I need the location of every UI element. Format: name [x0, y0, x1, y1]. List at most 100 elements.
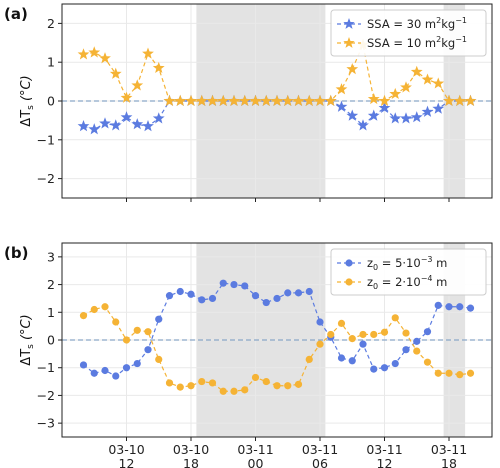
data-point	[131, 79, 144, 91]
data-point	[378, 94, 391, 107]
data-point	[176, 287, 184, 296]
data-point	[445, 303, 453, 311]
y-tick-label: 3	[47, 249, 55, 264]
data-point	[217, 94, 230, 107]
data-point	[410, 65, 423, 77]
data-point	[378, 101, 391, 113]
data-point	[122, 364, 131, 372]
data-point	[370, 365, 378, 373]
data-point	[466, 304, 475, 312]
data-point	[79, 312, 88, 320]
legend-marker	[345, 278, 353, 286]
y-axis-label: ΔTs (°C)	[19, 314, 36, 365]
x-tick-label-hour: 06	[312, 456, 328, 468]
data-point	[112, 372, 120, 380]
data-point	[144, 328, 152, 336]
data-point	[335, 100, 348, 112]
data-point	[88, 46, 101, 58]
data-point	[262, 298, 270, 307]
x-tick-label-hour: 18	[183, 456, 199, 468]
data-point	[348, 335, 356, 343]
y-tick-label: 1	[47, 55, 55, 70]
y-tick-label: 2	[47, 277, 55, 292]
data-point	[251, 373, 260, 382]
y-tick-label: −2	[37, 388, 55, 403]
data-point	[402, 346, 410, 354]
x-tick-label-date: 03-10	[173, 442, 209, 457]
data-point	[284, 289, 292, 297]
data-point	[273, 294, 281, 303]
data-point	[230, 387, 238, 395]
data-point	[174, 94, 187, 107]
data-point	[90, 369, 98, 377]
data-point	[208, 379, 217, 387]
data-point	[249, 94, 262, 107]
data-point	[109, 67, 122, 79]
legend-label: z0 = 5·10−3 m	[367, 255, 447, 272]
data-point	[456, 303, 464, 311]
data-point	[316, 340, 324, 348]
data-point	[198, 296, 206, 304]
x-tick-label-date: 03-10	[108, 442, 144, 457]
data-point	[176, 383, 184, 391]
y-tick-label: 0	[47, 94, 55, 109]
data-point	[260, 94, 273, 107]
x-tick-label-date: 03-11	[237, 442, 273, 457]
data-point	[77, 48, 90, 60]
data-point	[77, 120, 90, 132]
data-point	[133, 326, 141, 334]
y-tick-label: −1	[37, 132, 55, 147]
data-point	[155, 315, 163, 323]
data-point	[131, 118, 144, 130]
data-point	[413, 337, 421, 345]
data-point	[230, 280, 238, 289]
panel-label: (a)	[4, 5, 28, 23]
x-tick-label-hour: 00	[248, 456, 264, 468]
y-tick-label: −1	[37, 360, 55, 375]
data-point	[241, 386, 249, 394]
y-tick-label: −2	[37, 171, 55, 186]
data-point	[337, 354, 346, 362]
data-point	[357, 119, 369, 131]
data-point	[456, 371, 464, 379]
data-point	[305, 355, 313, 363]
data-point	[359, 330, 367, 339]
data-point	[208, 294, 217, 303]
data-point	[251, 292, 260, 300]
panel-a: −2 −1 0 1 2 (a) ΔTs (°C) SSA = 30 m2kg−1 SSA = 1…	[4, 3, 493, 202]
data-point	[346, 109, 359, 121]
data-point	[109, 119, 122, 131]
data-point	[294, 380, 303, 388]
data-point	[165, 292, 174, 300]
data-point	[389, 112, 402, 124]
data-point	[324, 94, 337, 107]
data-point	[88, 123, 101, 135]
data-point	[155, 355, 163, 363]
data-point	[228, 94, 240, 107]
data-point	[466, 369, 475, 377]
data-point	[391, 359, 399, 368]
data-point	[144, 346, 152, 354]
data-point	[303, 94, 316, 107]
data-point	[281, 94, 294, 107]
data-point	[219, 387, 227, 395]
x-tick-label-hour: 18	[441, 456, 457, 468]
data-point	[198, 377, 206, 386]
data-point	[348, 357, 356, 365]
data-point	[400, 81, 412, 93]
data-point	[423, 328, 432, 336]
data-point	[400, 112, 412, 124]
data-point	[112, 318, 120, 326]
panel-label: (b)	[4, 244, 28, 262]
x-tick-label-date: 03-11	[366, 442, 402, 457]
data-point	[327, 330, 335, 339]
data-point	[443, 94, 455, 107]
data-point	[142, 47, 154, 59]
data-point	[370, 330, 378, 339]
data-point	[185, 94, 197, 107]
data-point	[273, 382, 281, 390]
data-point	[99, 52, 111, 64]
panel-b: −3−2−1012303-101203-101803-110003-110603…	[4, 242, 493, 468]
data-point	[187, 382, 195, 390]
